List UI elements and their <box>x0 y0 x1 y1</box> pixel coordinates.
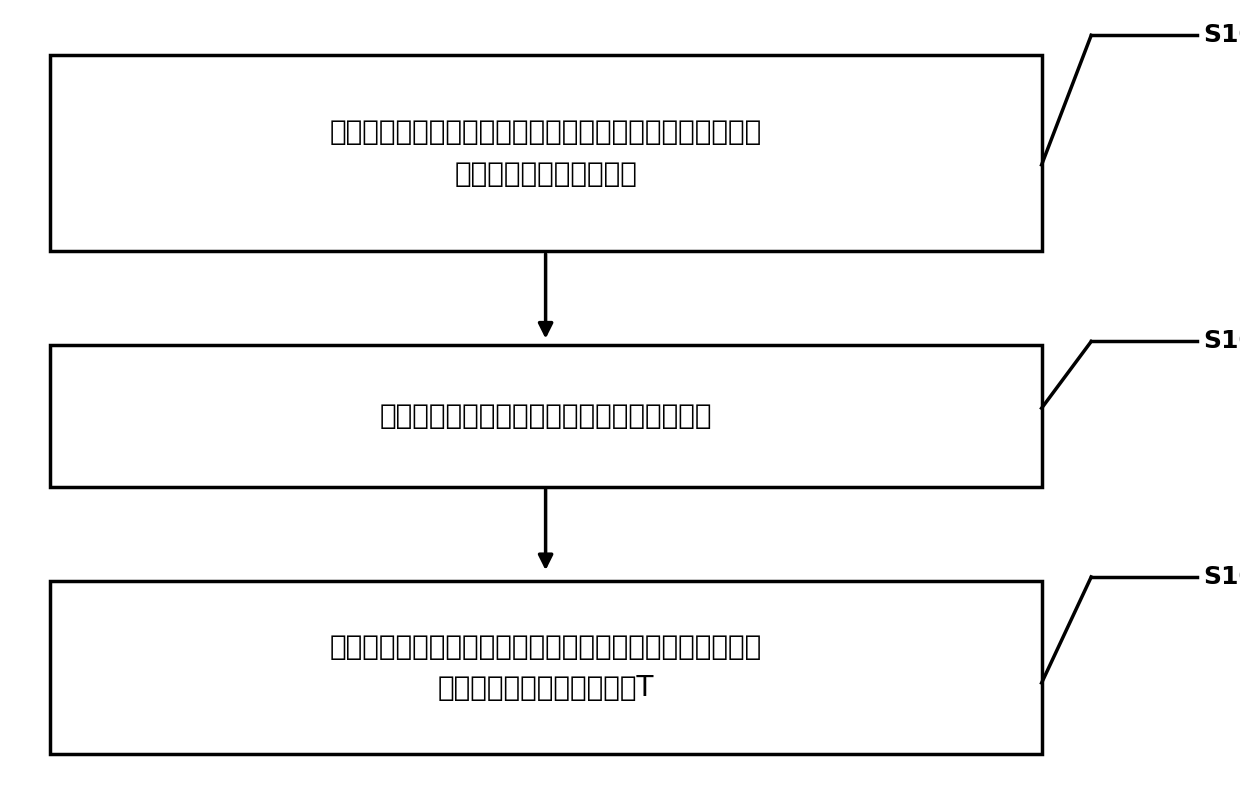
Text: S104: S104 <box>1203 330 1240 353</box>
Text: 根据连续脉冲雷达系统参数获得发射信号的基带信号频率范
围和子脉冲组的持续时间: 根据连续脉冲雷达系统参数获得发射信号的基带信号频率范 围和子脉冲组的持续时间 <box>330 119 761 188</box>
Text: 依据子脉冲组的持续时间确定子脉冲分组参数: 依据子脉冲组的持续时间确定子脉冲分组参数 <box>379 402 712 430</box>
Text: S102: S102 <box>1203 24 1240 47</box>
FancyBboxPatch shape <box>50 581 1042 754</box>
FancyBboxPatch shape <box>50 345 1042 487</box>
Text: S106: S106 <box>1203 565 1240 589</box>
FancyBboxPatch shape <box>50 55 1042 251</box>
Text: 根据子脉冲分组参数，进行子脉冲序列的循环编码，获得连
续脉冲雷达的信号编码序列T: 根据子脉冲分组参数，进行子脉冲序列的循环编码，获得连 续脉冲雷达的信号编码序列T <box>330 633 761 702</box>
